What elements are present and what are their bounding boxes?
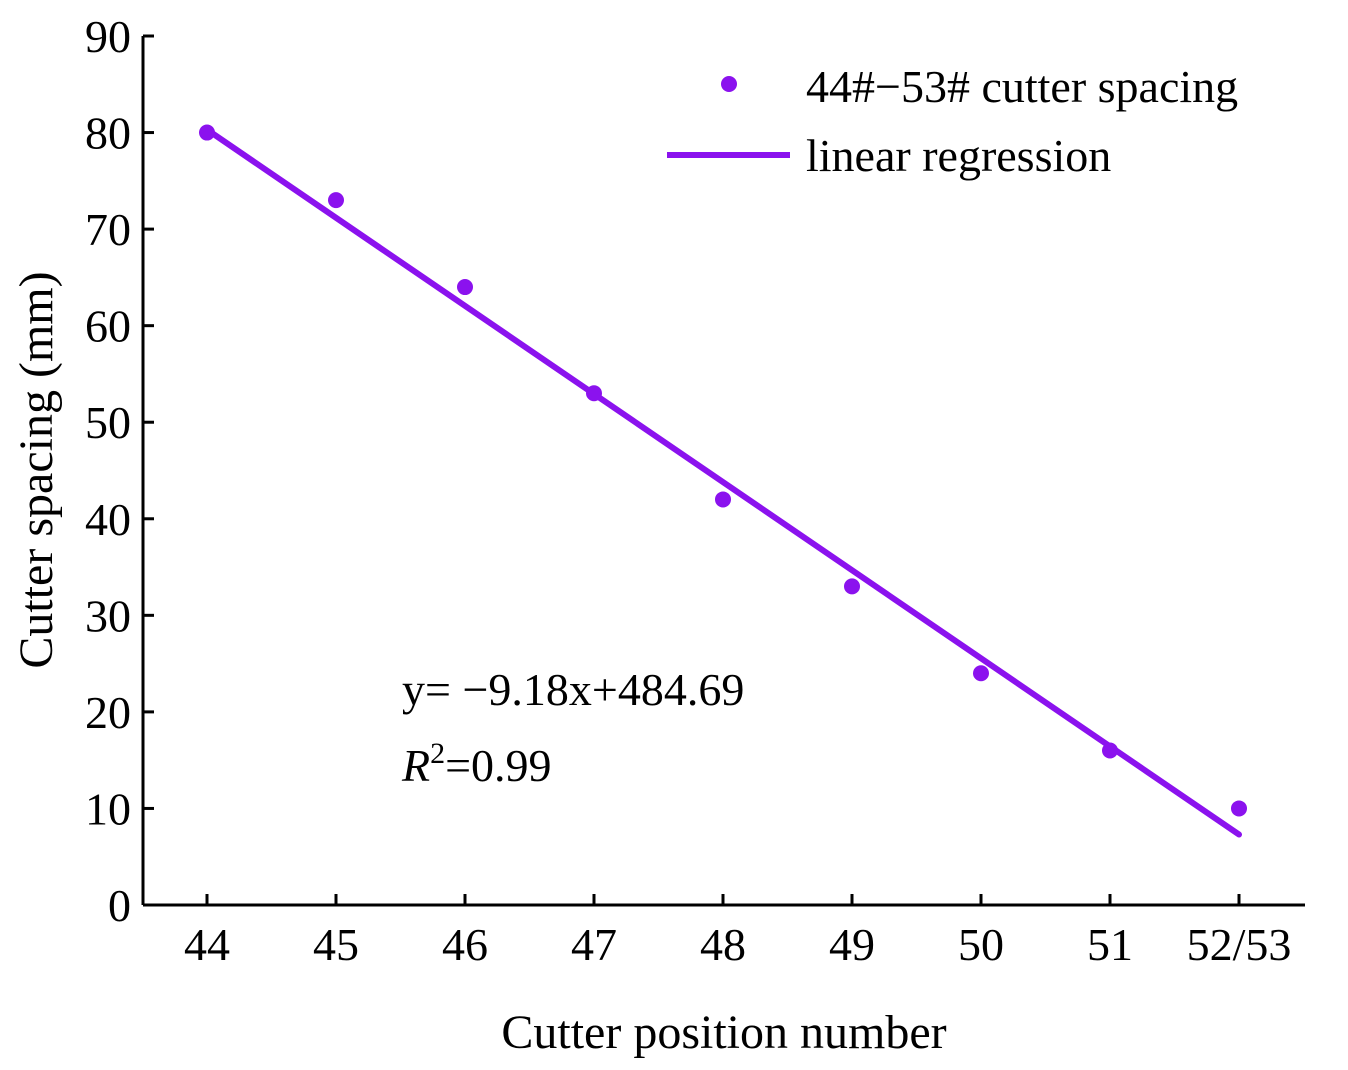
legend-label-scatter: 44#−53# cutter spacing	[806, 61, 1238, 112]
data-point-50	[973, 665, 989, 682]
x-tick-label-47: 47	[571, 919, 617, 970]
x-tick-label-44: 44	[184, 919, 230, 970]
data-point-52/53	[1231, 800, 1247, 817]
regression-line	[204, 126, 1242, 838]
data-point-49	[844, 578, 860, 595]
y-tick-label-20: 20	[85, 687, 131, 738]
y-tick-label-80: 80	[85, 108, 131, 159]
x-tick-label-52/53: 52/53	[1187, 919, 1292, 970]
legend-label-line: linear regression	[806, 130, 1111, 181]
r-squared-superscript: 2	[430, 737, 445, 770]
data-point-44	[199, 124, 215, 141]
x-axis-title: Cutter position number	[501, 1006, 946, 1059]
data-points	[199, 124, 1247, 817]
y-tick-label-10: 10	[85, 783, 131, 834]
x-tick-label-48: 48	[700, 919, 746, 970]
data-point-51	[1102, 742, 1118, 759]
y-axis-title: Cutter spacing (mm)	[10, 271, 63, 668]
x-tick-label-50: 50	[958, 919, 1004, 970]
data-point-46	[457, 279, 473, 296]
y-ticks: 0 10 20 30 40 50 60 70 80 90	[85, 11, 154, 931]
regression-line-layer	[204, 126, 1242, 838]
r-squared: R2=0.99	[401, 737, 552, 791]
data-point-45	[328, 192, 344, 209]
y-tick-label-50: 50	[85, 397, 131, 448]
x-tick-label-49: 49	[829, 919, 875, 970]
r-squared-value: =0.99	[445, 740, 551, 791]
data-point-48	[715, 491, 731, 508]
axes	[141, 36, 1305, 907]
x-tick-label-51: 51	[1087, 919, 1133, 970]
y-tick-label-0: 0	[108, 880, 131, 931]
y-tick-label-30: 30	[85, 590, 131, 641]
legend: 44#−53# cutter spacing linear regression	[667, 61, 1238, 181]
y-tick-label-40: 40	[85, 494, 131, 545]
y-tick-label-60: 60	[85, 301, 131, 352]
x-ticks: 44 45 46 47 48 49 50 51 52/53	[184, 894, 1291, 970]
y-tick-label-90: 90	[85, 11, 131, 62]
r-squared-symbol: R	[401, 740, 430, 791]
regression-equation: y= −9.18x+484.69	[402, 664, 744, 715]
x-tick-label-45: 45	[313, 919, 359, 970]
x-tick-label-46: 46	[442, 919, 488, 970]
data-point-47	[586, 385, 602, 402]
y-tick-label-70: 70	[85, 204, 131, 255]
legend-marker-scatter	[721, 76, 737, 92]
